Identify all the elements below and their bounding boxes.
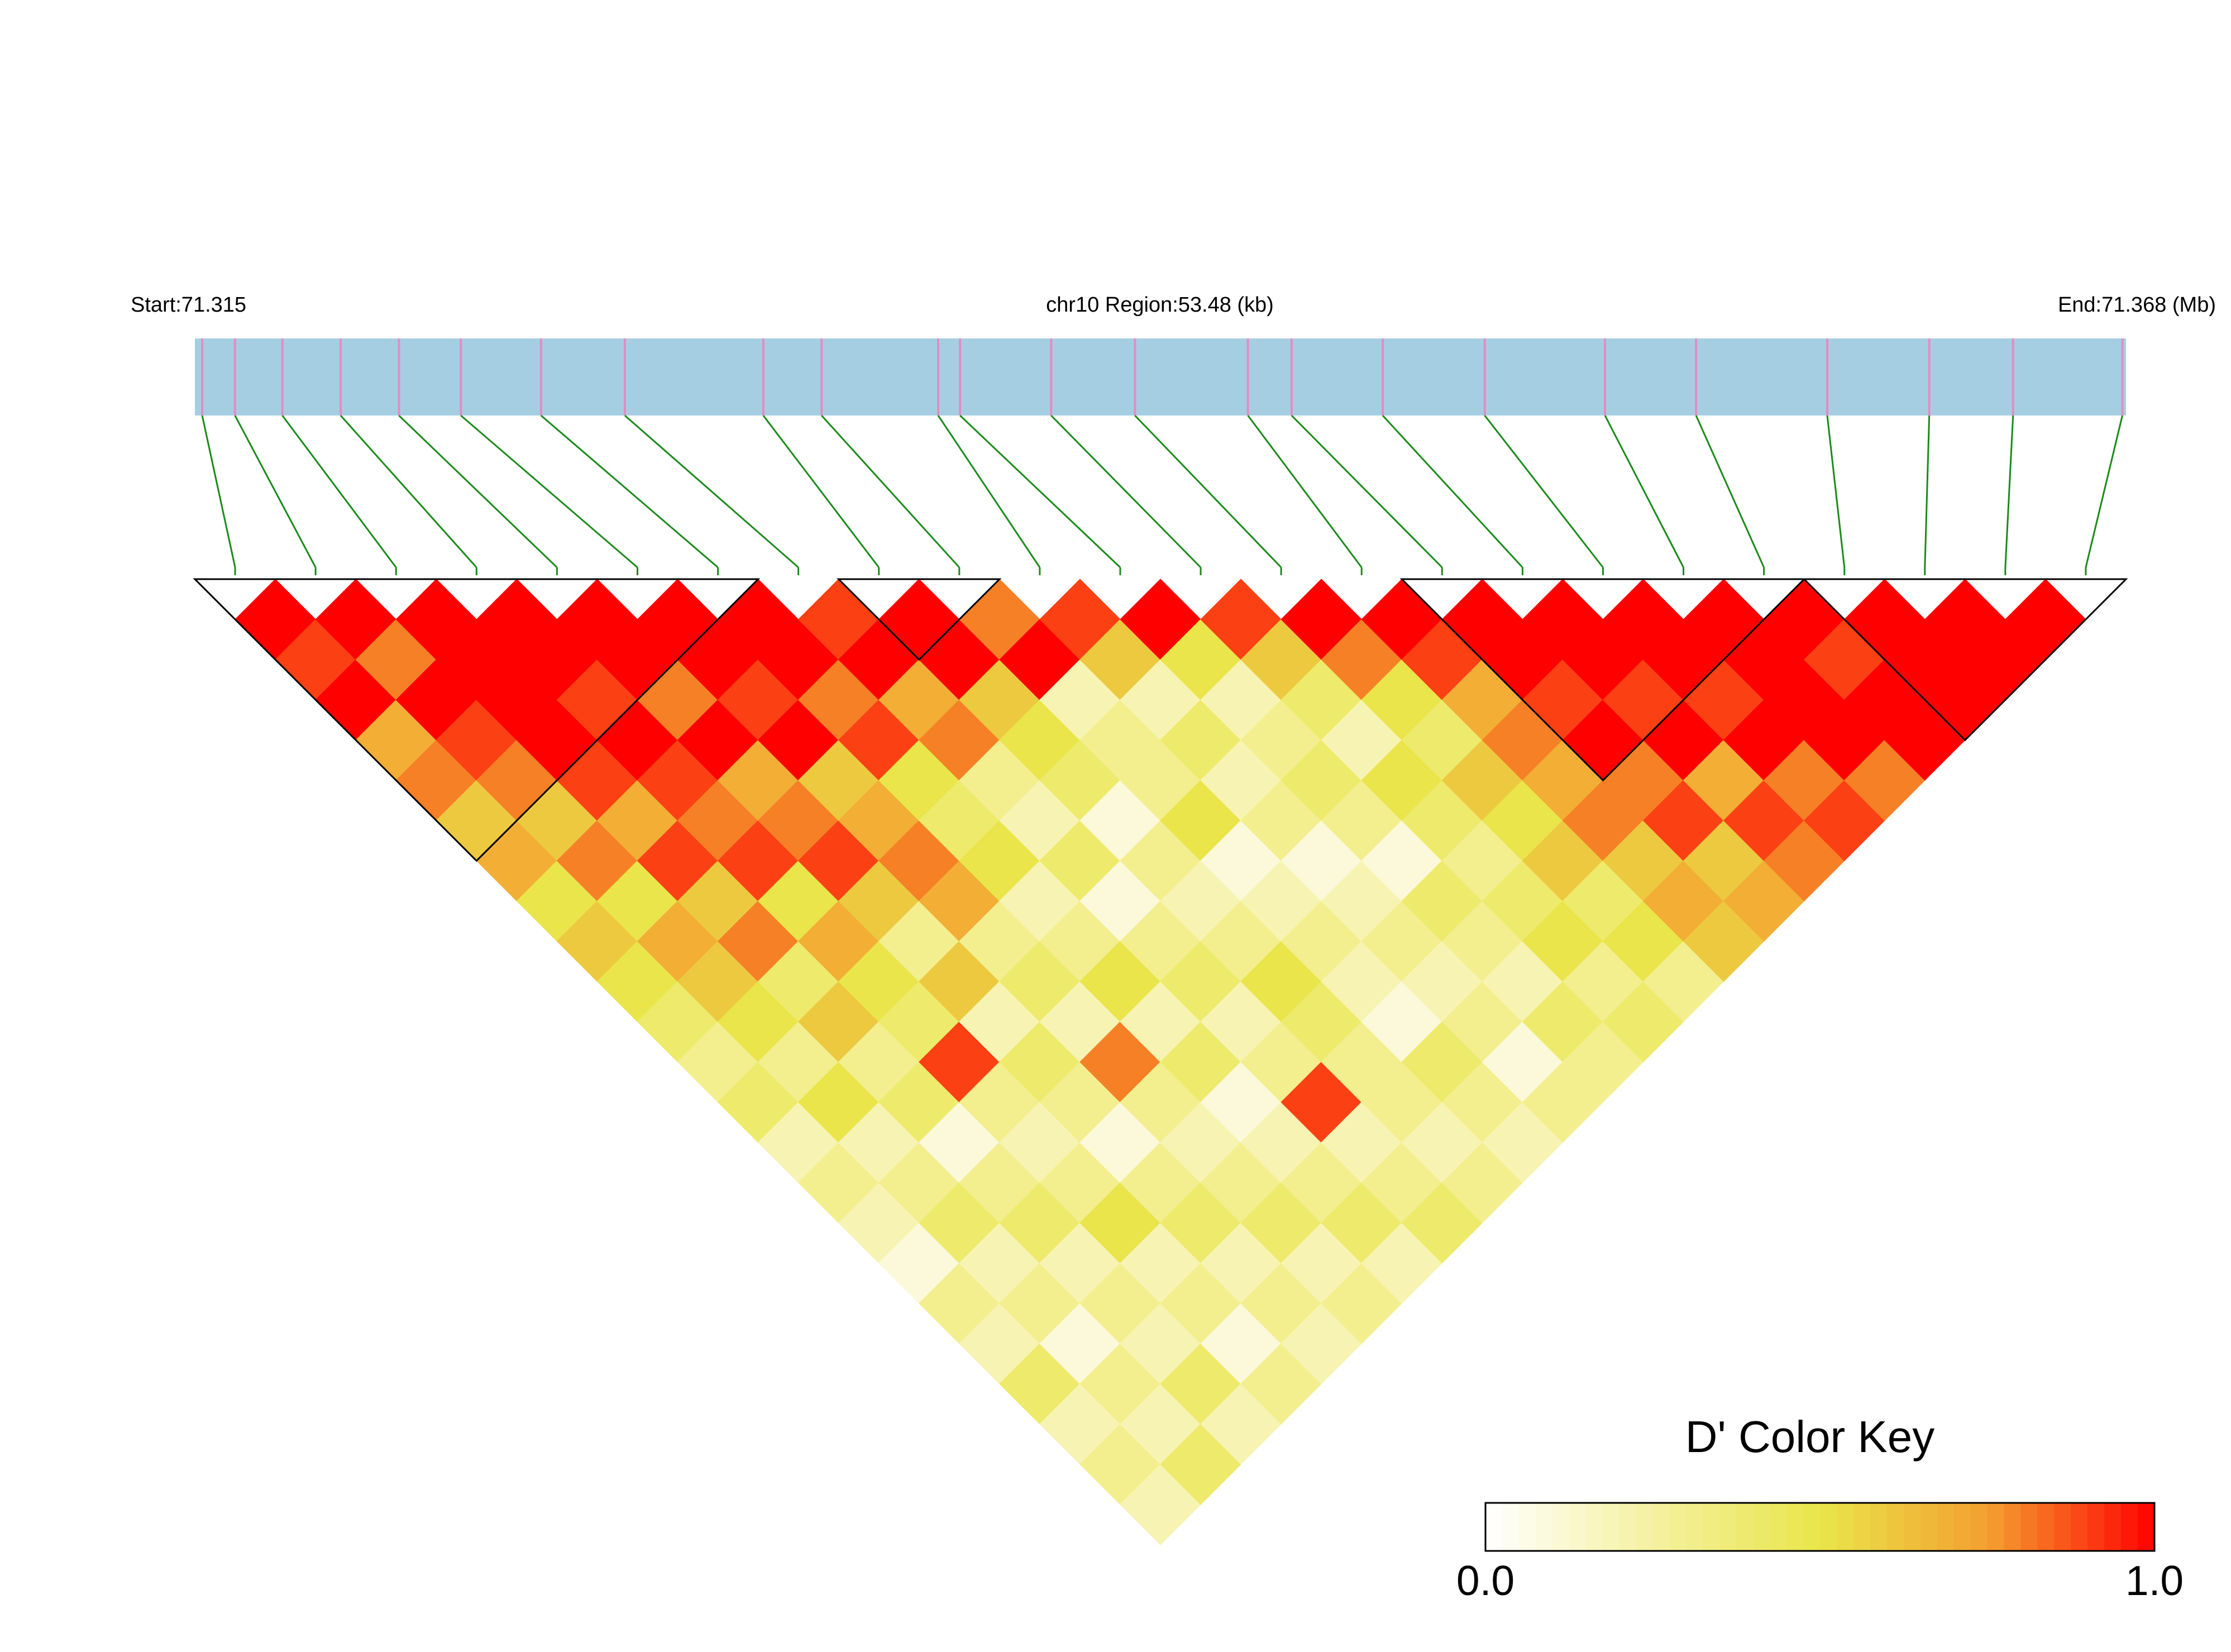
snp-link xyxy=(1382,414,1523,569)
gene-bar xyxy=(195,338,2126,416)
snp-link xyxy=(281,415,397,568)
color-key-step xyxy=(1770,1503,1788,1551)
color-key-tick-label: 0.0 xyxy=(1456,1557,1515,1604)
color-key-step xyxy=(1853,1503,1871,1551)
ld-block xyxy=(1399,578,1807,782)
color-key-step xyxy=(1820,1503,1837,1551)
snp-link xyxy=(1247,415,1363,568)
snp-link xyxy=(201,415,236,568)
color-key-step xyxy=(2004,1503,2022,1551)
snp-link xyxy=(1826,415,1846,568)
color-key-step xyxy=(1937,1503,1955,1551)
color-key-step xyxy=(1535,1503,1553,1551)
snp-link xyxy=(460,414,638,569)
snp-link xyxy=(340,414,477,569)
color-key-step xyxy=(1736,1503,1754,1551)
snp-link xyxy=(762,415,880,568)
color-key-step xyxy=(2020,1503,2038,1551)
color-key-tick-label: 1.0 xyxy=(2125,1557,2184,1604)
snp-link xyxy=(1924,415,1931,568)
color-key-step xyxy=(1970,1503,1988,1551)
color-key-step xyxy=(1686,1503,1704,1551)
color-key-step xyxy=(1518,1503,1536,1551)
color-key-step xyxy=(1703,1503,1721,1551)
color-key-step xyxy=(2121,1503,2139,1551)
color-key-step xyxy=(1886,1503,1904,1551)
snp-link xyxy=(540,414,719,569)
color-key-step xyxy=(1753,1503,1771,1551)
snp-link xyxy=(937,415,1041,568)
color-key-step xyxy=(1870,1503,1888,1551)
color-key-step xyxy=(2104,1503,2122,1551)
region-label: chr10 Region:53.48 (kb) xyxy=(1046,293,1274,317)
color-key-border xyxy=(1484,1502,2156,1552)
ld-block xyxy=(837,578,1002,661)
color-key-step xyxy=(1953,1503,1971,1551)
color-key-step xyxy=(1585,1503,1603,1551)
color-key-step xyxy=(2138,1503,2155,1551)
color-key-step xyxy=(2054,1503,2072,1551)
color-key-step xyxy=(1602,1503,1620,1551)
snp-link xyxy=(1134,414,1282,569)
snp-link xyxy=(1695,415,1765,568)
color-key-step xyxy=(2087,1503,2105,1551)
snp-link xyxy=(821,414,960,569)
color-key-step xyxy=(1987,1503,2005,1551)
color-key-step xyxy=(1485,1503,1503,1551)
color-key-step xyxy=(1569,1503,1587,1551)
color-key-step xyxy=(1719,1503,1737,1551)
snp-link xyxy=(1291,414,1443,569)
snp-link xyxy=(398,414,558,569)
color-key-step xyxy=(1669,1503,1687,1551)
color-key-step xyxy=(1652,1503,1670,1551)
color-key-title: D' Color Key xyxy=(1685,1412,1935,1462)
color-key-step xyxy=(2037,1503,2055,1551)
ld-block xyxy=(1802,578,2128,742)
snp-link xyxy=(1604,415,1684,568)
color-key-step xyxy=(2071,1503,2089,1551)
snp-link xyxy=(2004,415,2014,568)
color-key-step xyxy=(1836,1503,1854,1551)
color-key-step xyxy=(1619,1503,1637,1551)
color-key-step xyxy=(1920,1503,1938,1551)
color-key-step xyxy=(1903,1503,1921,1551)
snp-link xyxy=(1050,414,1202,569)
ld-block xyxy=(193,578,761,862)
color-key-step xyxy=(1552,1503,1570,1551)
color-key-step xyxy=(1803,1503,1821,1551)
color-key-step xyxy=(1786,1503,1804,1551)
color-key-step xyxy=(1636,1503,1654,1551)
snp-link xyxy=(1484,415,1604,568)
snp-link xyxy=(2085,415,2123,568)
snp-link xyxy=(959,414,1121,569)
snp-link xyxy=(234,415,317,568)
snp-link xyxy=(624,414,799,569)
start-label: Start:71.315 xyxy=(131,293,246,317)
end-label: End:71.368 (Mb) xyxy=(2058,293,2216,317)
color-key-step xyxy=(1502,1503,1520,1551)
